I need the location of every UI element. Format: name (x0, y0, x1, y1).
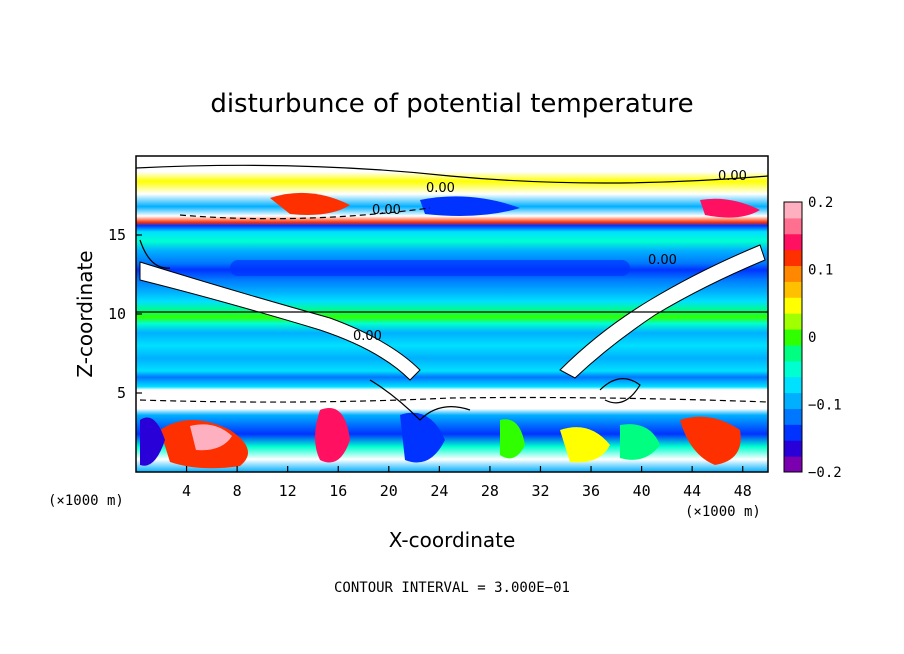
colorbar-tick-label: 0 (808, 330, 816, 346)
x-axis: 4 8 12 16 20 24 28 32 36 40 44 48 (182, 466, 752, 500)
x-tick-label: 8 (233, 482, 242, 500)
warm-anomaly-region (700, 198, 760, 218)
colorbar-swatch (784, 249, 802, 267)
cool-anomaly-region (620, 424, 660, 460)
colorbar-tick-label: 0.1 (808, 263, 833, 279)
colorbar-swatch (784, 217, 802, 235)
y-tick-label: 10 (108, 305, 126, 323)
colorbar-swatch (784, 202, 802, 219)
chart-title: disturbunce of potential temperature (210, 89, 693, 119)
cool-band (230, 260, 630, 276)
warm-anomaly-region (315, 408, 350, 463)
colorbar-swatch (784, 265, 802, 282)
cool-anomaly-region (420, 196, 520, 216)
wave-structure (139, 261, 421, 381)
x-axis-label: X-coordinate (389, 528, 516, 552)
x-tick-label: 40 (633, 482, 651, 500)
contour-label: 0.00 (372, 203, 401, 218)
contour-label: 0.00 (426, 181, 455, 196)
x-tick-label: 48 (734, 482, 752, 500)
colorbar-swatch (784, 440, 802, 457)
warm-anomaly-region (270, 192, 350, 215)
warm-anomaly-region (560, 427, 610, 463)
contour-interval-label: CONTOUR INTERVAL = 3.000E−01 (334, 580, 570, 596)
contour-lines (136, 164, 768, 421)
x-tick-label: 4 (182, 482, 191, 500)
contour-label: 0.00 (353, 329, 382, 344)
y-tick-label: 5 (117, 384, 126, 402)
colorbar-swatch (784, 344, 802, 362)
colorbar-swatch (784, 392, 802, 409)
x-tick-label: 24 (430, 482, 448, 500)
x-tick-label: 28 (481, 482, 499, 500)
contour-label: 0.00 (718, 169, 747, 184)
colorbar-frame (783, 201, 803, 473)
colorbar-swatch (784, 456, 802, 473)
colorbar-tick-label: −0.2 (808, 465, 842, 481)
x-tick-label: 12 (279, 482, 297, 500)
warm-anomaly-region (190, 424, 232, 451)
colorbar-swatch (784, 329, 802, 346)
y-tick-label: 15 (108, 226, 126, 244)
warm-anomaly-region (680, 416, 741, 465)
x-tick-label: 20 (380, 482, 398, 500)
colorbar-swatch (784, 297, 802, 314)
colorbar-swatch (784, 424, 802, 441)
x-unit-label-right: (×1000 m) (685, 504, 761, 520)
cool-anomaly-region (140, 417, 165, 466)
x-unit-label: (×1000 m) (48, 493, 124, 509)
colorbar-swatch (784, 360, 802, 378)
colorbar: 0.2 0.1 0 −0.1 −0.2 (783, 195, 842, 481)
x-tick-label: 44 (683, 482, 701, 500)
colorbar-swatch (784, 233, 802, 251)
plot-area (136, 156, 768, 472)
y-axis: 5 10 15 (108, 226, 142, 402)
cool-anomaly-region (400, 412, 445, 463)
colorbar-swatch (784, 408, 802, 425)
colorbar-tick-label: 0.2 (808, 195, 833, 211)
x-tick-label: 32 (531, 482, 549, 500)
colorbar-swatch (784, 313, 802, 330)
colorbar-swatch (784, 281, 802, 298)
x-tick-label: 36 (582, 482, 600, 500)
x-tick-label: 16 (329, 482, 347, 500)
wave-structure (559, 244, 766, 379)
colorbar-tick-label: −0.1 (808, 398, 842, 414)
contour-label: 0.00 (648, 253, 677, 268)
colorbar-swatch (784, 376, 802, 394)
cool-anomaly-region (500, 419, 525, 459)
y-axis-label: Z-coordinate (73, 250, 97, 377)
